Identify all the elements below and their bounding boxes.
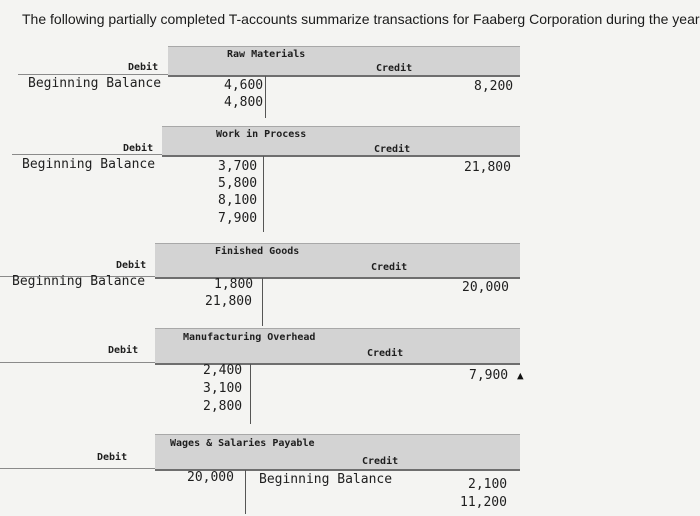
mouse-pointer-icon: ▲	[517, 369, 524, 382]
debit-entry: 4,800	[224, 95, 264, 110]
t-account-divider	[250, 364, 251, 424]
account-title: Work in Process	[216, 129, 307, 140]
credit-entry: 20,000	[462, 280, 509, 295]
divider-line	[0, 362, 155, 363]
credit-entry: 7,900	[469, 368, 509, 383]
header-band	[168, 46, 520, 77]
credit-label: Credit	[367, 348, 404, 359]
beginning-balance-label: Beginning Balance	[22, 157, 156, 172]
header-band	[155, 328, 520, 365]
debit-entry: 3,100	[203, 381, 243, 396]
instructions-text: The following partially completed T-acco…	[22, 11, 700, 27]
credit-label: Credit	[376, 63, 413, 74]
debit-label: Debit	[116, 260, 147, 271]
header-band	[155, 243, 520, 279]
beginning-balance-label: Beginning Balance	[12, 274, 146, 289]
divider-line	[0, 276, 155, 277]
credit-label: Credit	[374, 144, 411, 155]
beginning-balance-label: Beginning Balance	[259, 472, 393, 487]
debit-entry: 8,100	[218, 193, 258, 208]
debit-label: Debit	[108, 345, 139, 356]
divider-line	[0, 468, 155, 469]
account-title: Raw Materials	[227, 49, 306, 60]
debit-entry: 5,800	[218, 176, 258, 191]
debit-label: Debit	[97, 452, 128, 463]
credit-entry: 2,100	[468, 477, 508, 492]
credit-entry: 8,200	[474, 79, 514, 94]
debit-entry: 20,000	[187, 470, 234, 485]
t-account-divider	[245, 470, 246, 514]
t-account-divider	[263, 156, 264, 232]
debit-label: Debit	[123, 143, 154, 154]
beginning-balance-label: Beginning Balance	[28, 76, 162, 91]
credit-label: Credit	[371, 262, 408, 273]
t-account-divider	[265, 76, 266, 118]
debit-label: Debit	[128, 62, 159, 73]
credit-entry: 21,800	[464, 160, 511, 175]
divider-line	[18, 74, 168, 75]
t-account-divider	[262, 278, 263, 326]
header-band	[155, 434, 520, 471]
divider-line	[12, 154, 162, 155]
debit-entry: 7,900	[218, 211, 258, 226]
account-title: Finished Goods	[215, 246, 300, 257]
debit-entry: 2,800	[203, 399, 243, 414]
account-title: Manufacturing Overhead	[183, 332, 316, 343]
debit-entry: 2,400	[203, 363, 243, 378]
debit-entry: 3,700	[218, 159, 258, 174]
credit-label: Credit	[362, 456, 399, 467]
header-band	[162, 126, 520, 157]
credit-entry: 11,200	[460, 495, 507, 510]
debit-entry: 21,800	[205, 294, 252, 309]
debit-entry: 4,600	[224, 78, 264, 93]
account-title: Wages & Salaries Payable	[170, 438, 315, 449]
debit-entry: 1,800	[214, 277, 254, 292]
